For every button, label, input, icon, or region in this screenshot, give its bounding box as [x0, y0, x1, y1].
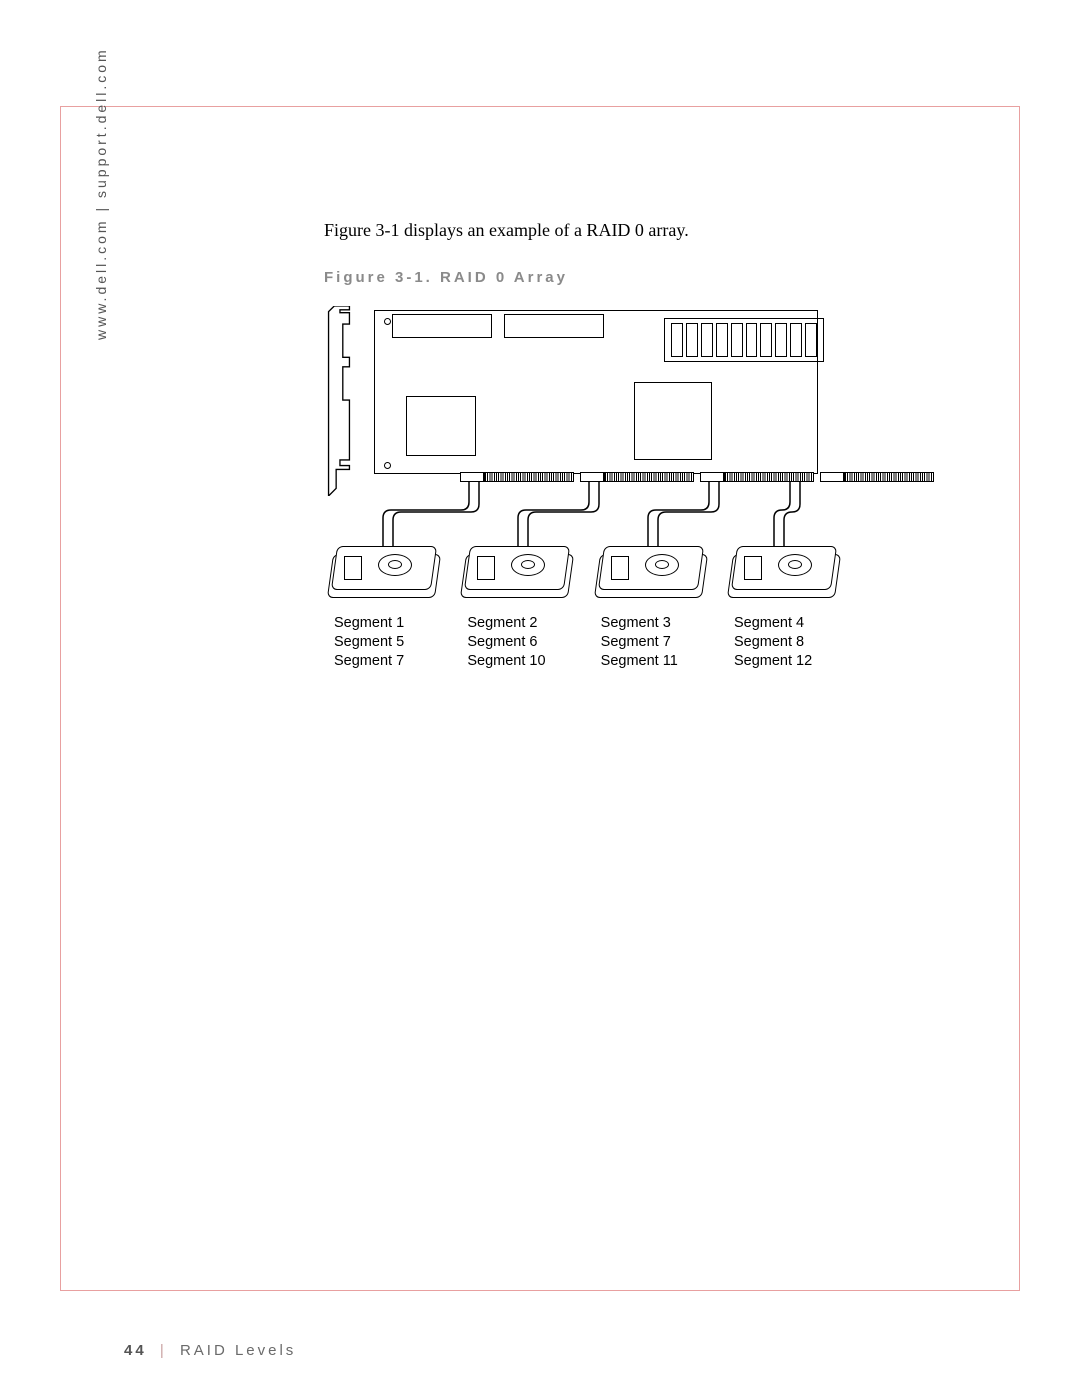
segment-column: Segment 1 Segment 5 Segment 7: [324, 614, 444, 671]
footer: 44 | RAID Levels: [124, 1342, 296, 1359]
segment-label: Segment 11: [601, 652, 711, 671]
figure-caption: Figure 3-1. RAID 0 Array: [324, 269, 964, 286]
segment-column: Segment 4 Segment 8 Segment 12: [724, 614, 844, 671]
connector-icon: [844, 472, 934, 482]
segment-label: Segment 7: [334, 652, 444, 671]
segment-label: Segment 5: [334, 633, 444, 652]
screw-hole-icon: [384, 462, 391, 469]
connector-row: [460, 472, 940, 482]
raid-diagram: Segment 1 Segment 5 Segment 7 Segment 2 …: [324, 304, 844, 684]
segment-label: Segment 1: [334, 614, 444, 633]
sidebar-url: www.dell.com | support.dell.com: [93, 47, 109, 340]
connector-icon: [820, 472, 844, 482]
drive: [591, 546, 711, 602]
intro-text: Figure 3-1 displays an example of a RAID…: [324, 220, 964, 241]
segment-label: Segment 10: [467, 652, 577, 671]
raid-card: [344, 304, 834, 479]
segment-column: Segment 3 Segment 7 Segment 11: [591, 614, 711, 671]
connector-icon: [700, 472, 724, 482]
section-title: RAID Levels: [180, 1342, 296, 1359]
segment-label: Segment 8: [734, 633, 844, 652]
connector-icon: [460, 472, 484, 482]
connector-icon: [604, 472, 694, 482]
memory-module-icon: [664, 318, 824, 362]
content-area: Figure 3-1 displays an example of a RAID…: [324, 220, 964, 684]
segment-label: Segment 3: [601, 614, 711, 633]
drives-row: [324, 546, 844, 602]
segment-label: Segment 6: [467, 633, 577, 652]
connector-icon: [580, 472, 604, 482]
connector-icon: [724, 472, 814, 482]
chip-icon: [504, 314, 604, 338]
screw-hole-icon: [384, 318, 391, 325]
footer-separator: |: [160, 1342, 167, 1359]
segment-label: Segment 4: [734, 614, 844, 633]
segment-column: Segment 2 Segment 6 Segment 10: [457, 614, 577, 671]
segment-label: Segment 7: [601, 633, 711, 652]
chip-icon: [406, 396, 476, 456]
chip-icon: [634, 382, 712, 460]
segments-row: Segment 1 Segment 5 Segment 7 Segment 2 …: [324, 614, 844, 671]
segment-label: Segment 12: [734, 652, 844, 671]
connector-icon: [484, 472, 574, 482]
cables-icon: [324, 482, 844, 552]
segment-label: Segment 2: [467, 614, 577, 633]
drive: [724, 546, 844, 602]
page-number: 44: [124, 1342, 147, 1359]
drive: [324, 546, 444, 602]
chip-icon: [392, 314, 492, 338]
drive: [457, 546, 577, 602]
